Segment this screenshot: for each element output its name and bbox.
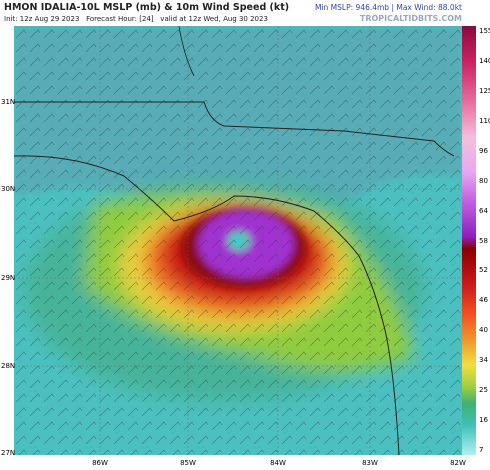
latitude-label: 30N: [1, 185, 16, 193]
colorbar-label: 52: [479, 266, 488, 275]
colorbar-label: 46: [479, 296, 488, 305]
colorbar-label: 16: [479, 416, 488, 425]
longitude-label: 83W: [362, 459, 378, 467]
longitude-label: 82W: [450, 459, 466, 467]
latitude-label: 28N: [1, 362, 16, 370]
colorbar-label: 80: [479, 176, 488, 185]
latitude-label: 27N: [1, 449, 16, 457]
colorbar-label: 7: [479, 446, 484, 454]
longitude-label: 86W: [92, 459, 108, 467]
colorbar: [462, 26, 476, 455]
colorbar-label: 125: [479, 86, 490, 95]
colorbar-label: 64: [479, 206, 488, 215]
colorbar-label: 40: [479, 326, 488, 335]
colorbar-label: 58: [479, 236, 488, 245]
colorbar-label: 155: [479, 27, 490, 35]
title: HMON IDALIA-10L MSLP (mb) & 10m Wind Spe…: [4, 2, 290, 13]
longitude-label: 84W: [270, 459, 286, 467]
map: [14, 26, 462, 455]
colorbar-label: 25: [479, 386, 488, 395]
longitude-label: 85W: [180, 459, 196, 467]
colorbar-label: 140: [479, 56, 490, 65]
stats: Min MSLP: 946.4mb | Max Wind: 88.0kt: [314, 3, 462, 12]
latitude-label: 31N: [1, 98, 16, 106]
run-info: Init: 12z Aug 29 2023 Forecast Hour: [24…: [4, 15, 268, 23]
colorbar-label: 96: [479, 146, 488, 155]
colorbar-label: 34: [479, 356, 488, 365]
latitude-label: 29N: [1, 274, 16, 282]
colorbar-label: 110: [479, 116, 490, 125]
brand: TROPICALTIDBITS.COM: [359, 14, 462, 23]
